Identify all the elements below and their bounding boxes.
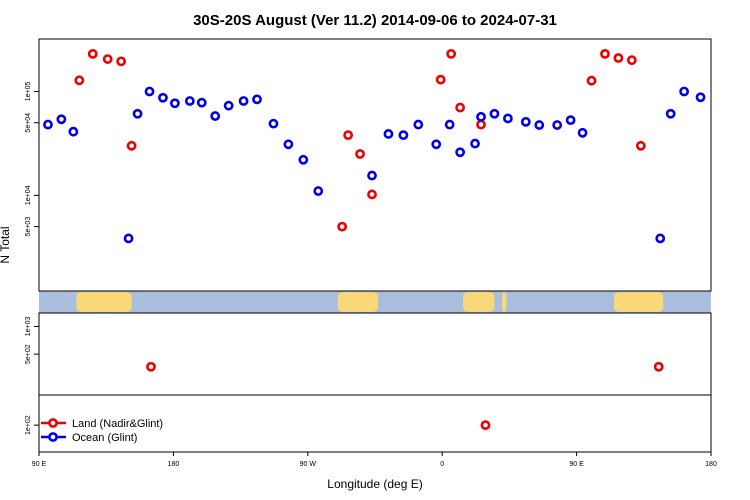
y-tick-label: 5e+02: [25, 344, 32, 364]
ocean-data-point: [123, 233, 134, 244]
land-data-point: [102, 54, 113, 64]
land-data-point: [635, 140, 646, 151]
x-axis-ticks: 90 E 180 90 W 0 90 E 180: [32, 452, 717, 468]
x-tick-label: 180: [705, 461, 717, 468]
ocean-data-point: [444, 119, 455, 130]
ocean-data-point: [520, 116, 531, 127]
ocean-data-point: [476, 111, 486, 122]
y-axis-title: N Total: [0, 226, 12, 263]
y-tick-label: 5e+04: [25, 113, 32, 133]
panel-frame-middle: [38, 312, 712, 396]
ocean-data-point: [695, 92, 706, 103]
land-data-point: [586, 75, 597, 86]
ocean-data-point: [398, 130, 409, 141]
ocean-data-point: [679, 86, 690, 97]
ocean-data-point: [313, 186, 324, 196]
ocean-data-point: [238, 96, 249, 106]
land-data-point: [355, 149, 365, 159]
panel-frame-lower: [38, 394, 712, 453]
ocean-data-point: [56, 114, 67, 125]
land-data-point: [455, 102, 466, 113]
ocean-data-point: [196, 97, 207, 108]
ocean-data-point: [565, 115, 576, 126]
legend: Land (Nadir&Glint) Ocean (Glint): [41, 418, 163, 444]
ocean-data-point: [455, 147, 466, 158]
ocean-data-point: [665, 108, 676, 119]
ocean-data-point: [534, 120, 545, 130]
land-data-point: [337, 221, 348, 232]
land-data-point: [126, 140, 137, 151]
x-tick-label: 90 W: [300, 461, 317, 468]
legend-label: Ocean (Glint): [72, 432, 137, 444]
ocean-data-point: [431, 139, 442, 150]
land-data-point: [613, 53, 624, 63]
ocean-data-point: [158, 92, 168, 103]
ocean-data-point: [68, 126, 79, 137]
y-tick-label: 5e+03: [25, 217, 32, 237]
world-map-strip: [39, 291, 711, 313]
ocean-data-point: [210, 111, 221, 121]
land-mass: [76, 292, 132, 312]
land-mass: [613, 292, 664, 312]
land-data-point: [146, 361, 156, 372]
ocean-data-point: [184, 96, 195, 106]
ocean-data-point: [367, 170, 377, 181]
x-tick-label: 180: [168, 461, 180, 468]
land-data-point: [600, 48, 610, 59]
ocean-data-point: [223, 100, 234, 111]
ocean-data-point: [169, 98, 180, 109]
ocean-data-point: [268, 118, 279, 129]
ocean-data-point: [489, 108, 500, 119]
legend-marker: [48, 432, 58, 442]
land-data-point: [446, 48, 457, 59]
land-mass: [463, 292, 495, 312]
x-axis-title: Longitude (deg E): [327, 477, 422, 491]
land-data-point: [116, 56, 127, 67]
legend-marker: [48, 418, 58, 428]
ocean-data-point: [503, 113, 513, 124]
x-tick-label: 0: [440, 461, 444, 468]
land-data-point: [87, 48, 98, 59]
ocean-data-point: [552, 120, 563, 130]
ocean-data-point: [132, 108, 143, 119]
ocean-data-point: [144, 86, 155, 97]
ocean-data-point: [43, 119, 53, 130]
panel-frame-upper: [38, 38, 712, 292]
land-data-point: [343, 130, 354, 141]
ocean-data-point: [383, 129, 394, 139]
y-tick-label: 1e+02: [25, 415, 32, 435]
ocean-data-point: [252, 94, 262, 105]
chart-title: 30S-20S August (Ver 11.2) 2014-09-06 to …: [193, 12, 557, 29]
data-points: [43, 48, 706, 431]
legend-label: Land (Nadir&Glint): [72, 418, 163, 430]
ocean-data-point: [470, 138, 480, 149]
y-tick-label: 1e+03: [25, 317, 32, 337]
x-tick-label: 90 E: [569, 461, 584, 468]
land-mass: [337, 292, 378, 312]
ocean-data-point: [655, 233, 666, 244]
plot-panels: 5e+03 1e+04 5e+04 1e+05 5e+02 1e+03 1e+02: [25, 38, 712, 453]
ocean-data-point: [413, 119, 424, 130]
y-tick-label: 1e+04: [25, 185, 32, 205]
land-data-point: [626, 55, 637, 66]
y-tick-label: 1e+05: [25, 82, 32, 102]
land-mass: [501, 292, 507, 312]
land-data-point: [367, 189, 377, 200]
land-data-point: [74, 75, 85, 86]
ocean-data-point: [577, 127, 588, 138]
land-data-point: [480, 420, 491, 431]
land-data-point: [653, 361, 664, 372]
land-data-point: [435, 74, 446, 85]
land-data-point: [476, 119, 486, 130]
ocean-data-point: [283, 139, 294, 150]
ocean-data-point: [298, 154, 309, 165]
x-tick-label: 90 E: [32, 461, 47, 468]
